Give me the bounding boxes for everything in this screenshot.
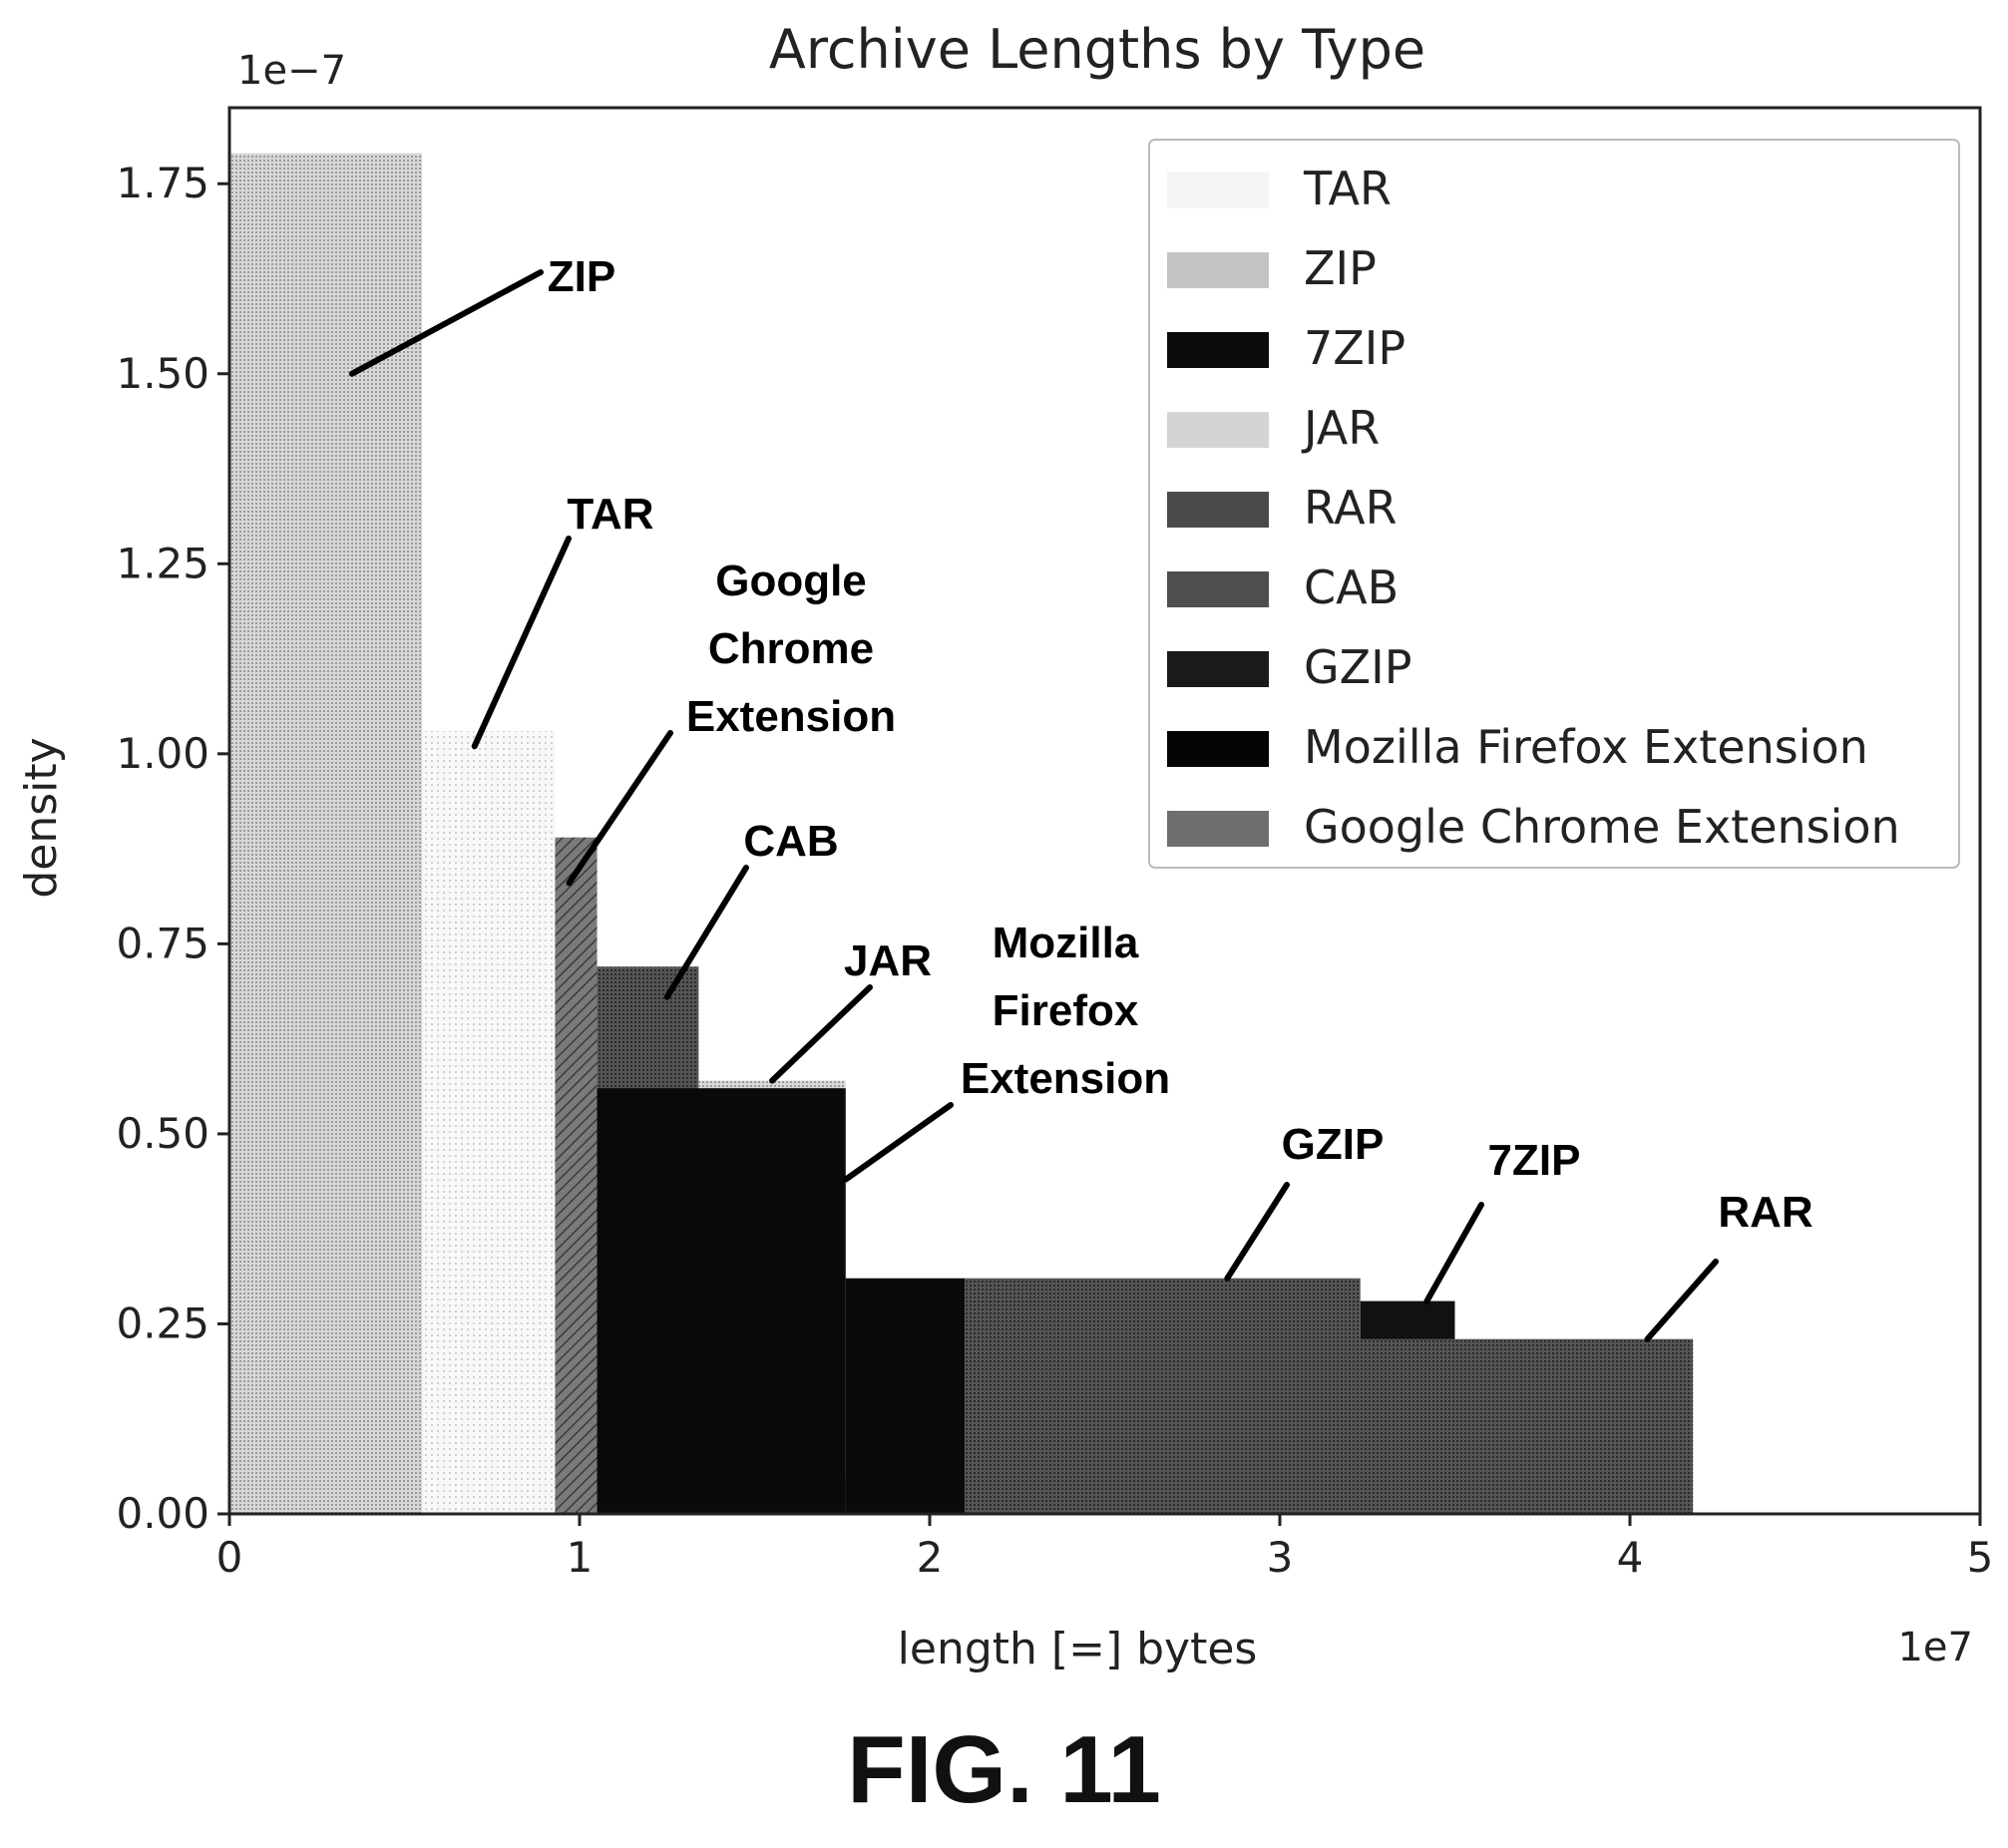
legend-swatch-7zip [1167, 332, 1269, 368]
legend-swatch-tar [1167, 173, 1269, 208]
y-tick-label: 1.25 [116, 539, 209, 587]
legend-label-zip: ZIP [1304, 241, 1377, 295]
annotation-label-mozilla-firefox-extension: Extension [961, 1054, 1170, 1103]
annotation-leader-jar [769, 984, 873, 1084]
annotation-leader-google-chrome-extension [566, 730, 673, 887]
annotation-label-zip: ZIP [548, 252, 615, 301]
legend-label-jar: JAR [1301, 401, 1380, 455]
bar-mozilla-firefox-extension-0 [597, 1088, 846, 1514]
y-tick-label: 0.75 [116, 919, 209, 967]
chart-title: Archive Lengths by Type [769, 18, 1425, 81]
y-tick-label: 1.00 [116, 729, 209, 778]
x-tick-label: 2 [917, 1533, 944, 1582]
annotation-leader-rar [1644, 1259, 1719, 1342]
bar-mozilla-firefox-extension-1 [845, 1278, 966, 1514]
bar-gzip-0 [965, 1278, 1361, 1514]
y-tick-label: 0.50 [116, 1109, 209, 1158]
x-tick-label: 0 [216, 1533, 243, 1582]
annotation-label-gzip: GZIP [1282, 1120, 1385, 1169]
legend-swatch-google-chrome-extension [1167, 811, 1269, 847]
legend-label-gzip: GZIP [1304, 640, 1411, 694]
annotation-leader-mozilla-firefox-extension [842, 1102, 954, 1183]
legend-swatch-rar [1167, 492, 1269, 528]
legend-label-rar: RAR [1304, 481, 1398, 535]
annotation-leader-gzip [1224, 1182, 1290, 1282]
legend-swatch-gzip [1167, 651, 1269, 687]
annotation-label-google-chrome-extension: Google [715, 556, 867, 605]
legend-swatch-zip [1167, 252, 1269, 288]
annotation-leader-tar [471, 536, 572, 750]
annotation-label-mozilla-firefox-extension: Mozilla [993, 919, 1139, 967]
bar-zip-0 [229, 153, 423, 1514]
annotation-leader-zip [348, 269, 544, 377]
annotation-layer: ZIP TAR Google Chrome Extension CAB JAR Mozilla… [348, 252, 1813, 1342]
axes: 0 1 2 3 4 5 0.00 0.25 0.50 0.75 1.00 1.25 1.50 1.75 [116, 159, 1993, 1582]
annotation-leader-cab [663, 865, 749, 1000]
figure-label: FIG. 11 [847, 1716, 1161, 1823]
legend-swatch-jar [1167, 412, 1269, 448]
legend-swatch-cab [1167, 571, 1269, 607]
legend-label-tar: TAR [1303, 162, 1392, 215]
x-offset-text: 1e7 [1897, 1625, 1973, 1670]
legend: TAR ZIP 7ZIP JAR RAR CAB GZIP Mozilla Firefox E… [1148, 139, 1960, 869]
annotation-label-mozilla-firefox-extension: Firefox [993, 986, 1139, 1035]
bar-rar-0 [1360, 1338, 1694, 1514]
legend-label-google-chrome-extension: Google Chrome Extension [1304, 800, 1900, 854]
x-axis-label: length [=] bytes [898, 1624, 1258, 1674]
legend-label-cab: CAB [1304, 560, 1399, 614]
annotation-leader-7zip [1423, 1202, 1484, 1304]
y-offset-text: 1e−7 [237, 48, 346, 94]
annotation-label-jar: JAR [844, 936, 932, 985]
y-tick-label: 0.25 [116, 1298, 209, 1347]
x-tick-label: 5 [1967, 1533, 1994, 1582]
annotation-label-google-chrome-extension: Extension [686, 692, 896, 741]
legend-frame [1148, 139, 1960, 869]
annotation-label-7zip: 7ZIP [1488, 1136, 1581, 1185]
x-tick-label: 3 [1267, 1533, 1294, 1582]
y-tick-label: 1.50 [116, 349, 209, 398]
plot-frame [227, 106, 1982, 1516]
bar-tar-0 [422, 730, 556, 1514]
legend-label-7zip: 7ZIP [1304, 321, 1406, 375]
annotation-label-tar: TAR [567, 490, 653, 539]
y-axis-label: density [16, 737, 67, 898]
legend-label-mozilla-firefox-extension: Mozilla Firefox Extension [1304, 720, 1868, 774]
annotation-label-cab: CAB [743, 817, 838, 866]
annotation-label-rar: RAR [1718, 1188, 1812, 1237]
annotation-label-google-chrome-extension: Chrome [708, 624, 874, 673]
y-tick-label: 1.75 [116, 159, 209, 207]
histogram-bars [229, 153, 1694, 1514]
legend-swatch-mozilla-firefox-extension [1167, 731, 1269, 767]
y-tick-label: 0.00 [116, 1489, 209, 1538]
x-tick-label: 4 [1617, 1533, 1644, 1582]
x-tick-label: 1 [567, 1533, 594, 1582]
